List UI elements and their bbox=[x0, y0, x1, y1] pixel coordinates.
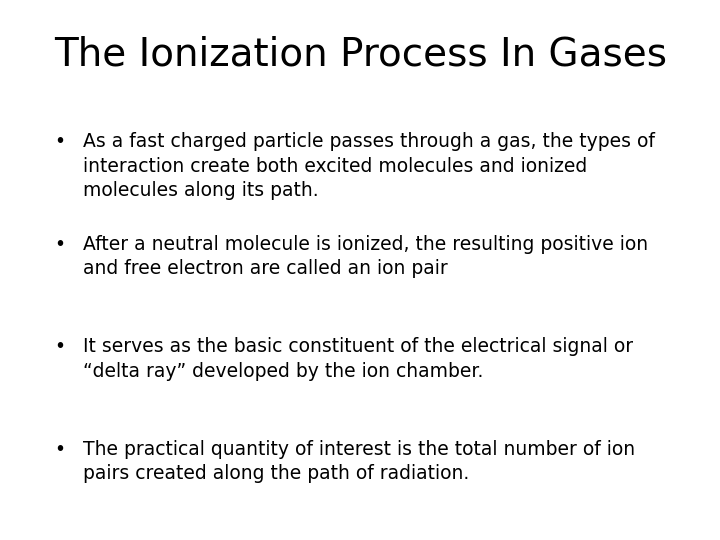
Text: As a fast charged particle passes through a gas, the types of
interaction create: As a fast charged particle passes throug… bbox=[83, 132, 654, 200]
Text: It serves as the basic constituent of the electrical signal or
“delta ray” devel: It serves as the basic constituent of th… bbox=[83, 338, 633, 381]
Text: The Ionization Process In Gases: The Ionization Process In Gases bbox=[54, 35, 667, 73]
Text: •: • bbox=[54, 132, 65, 151]
Text: •: • bbox=[54, 235, 65, 254]
Text: The practical quantity of interest is the total number of ion
pairs created alon: The practical quantity of interest is th… bbox=[83, 440, 635, 483]
Text: •: • bbox=[54, 440, 65, 459]
Text: •: • bbox=[54, 338, 65, 356]
Text: After a neutral molecule is ionized, the resulting positive ion
and free electro: After a neutral molecule is ionized, the… bbox=[83, 235, 648, 278]
